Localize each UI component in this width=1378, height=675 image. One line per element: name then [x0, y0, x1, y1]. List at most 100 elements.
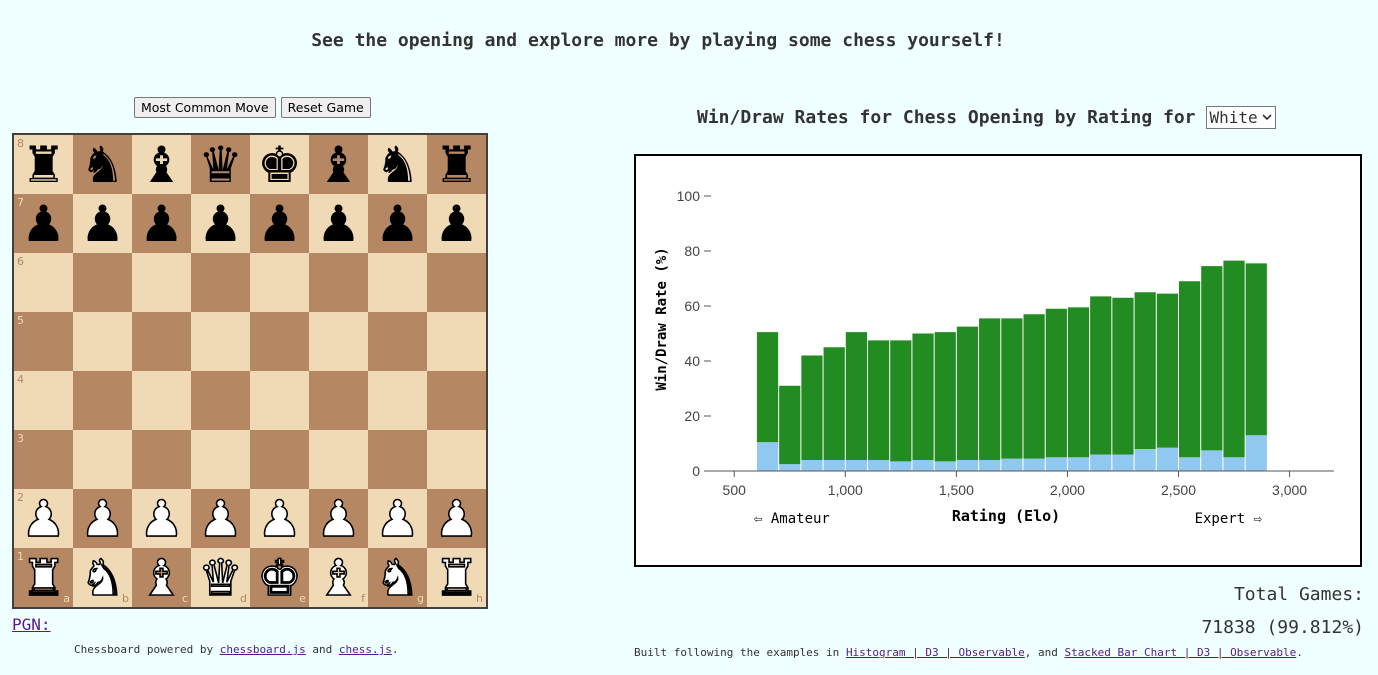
chessboard[interactable]: ♜ 8 ♞ ♝ ♛ ♚ ♝ ♞ ♜ ♟ 7 ♟ ♟ ♟ ♟ ♟ ♟ ♟ 6 5 4 3 ♟ 2 ♟ ♟ ♟ ♟ ♟ ♟ ♟ ♜ 1 a ♞ b ♝ c ♛ d… [12, 133, 488, 609]
square-f8[interactable]: ♝ [309, 135, 368, 194]
square-f2[interactable]: ♟ [309, 489, 368, 548]
square-b7[interactable]: ♟ [73, 194, 132, 253]
white-pawn-icon[interactable]: ♟ [79, 489, 125, 548]
square-f3[interactable] [309, 430, 368, 489]
square-e8[interactable]: ♚ [250, 135, 309, 194]
square-e6[interactable] [250, 253, 309, 312]
square-g5[interactable] [368, 312, 427, 371]
square-b5[interactable] [73, 312, 132, 371]
square-a1[interactable]: ♜ 1 a [14, 548, 73, 607]
square-g8[interactable]: ♞ [368, 135, 427, 194]
square-a5[interactable]: 5 [14, 312, 73, 371]
square-d5[interactable] [191, 312, 250, 371]
square-e7[interactable]: ♟ [250, 194, 309, 253]
square-d3[interactable] [191, 430, 250, 489]
white-rook-icon[interactable]: ♜ [433, 548, 479, 607]
black-pawn-icon[interactable]: ♟ [80, 194, 125, 253]
square-c2[interactable]: ♟ [132, 489, 191, 548]
square-h7[interactable]: ♟ [427, 194, 486, 253]
square-c6[interactable] [132, 253, 191, 312]
square-a2[interactable]: ♟ 2 [14, 489, 73, 548]
square-h2[interactable]: ♟ [427, 489, 486, 548]
square-d1[interactable]: ♛ d [191, 548, 250, 607]
side-select[interactable]: White [1205, 106, 1276, 129]
square-f1[interactable]: ♝ f [309, 548, 368, 607]
black-rook-icon[interactable]: ♜ [434, 135, 479, 194]
square-e3[interactable] [250, 430, 309, 489]
square-g7[interactable]: ♟ [368, 194, 427, 253]
black-knight-icon[interactable]: ♞ [80, 135, 125, 194]
most-common-move-button[interactable]: Most Common Move [134, 97, 276, 118]
square-h1[interactable]: ♜ h [427, 548, 486, 607]
white-bishop-icon[interactable]: ♝ [315, 548, 361, 607]
square-b4[interactable] [73, 371, 132, 430]
square-c8[interactable]: ♝ [132, 135, 191, 194]
square-e2[interactable]: ♟ [250, 489, 309, 548]
white-king-icon[interactable]: ♚ [256, 548, 302, 607]
square-g3[interactable] [368, 430, 427, 489]
square-f5[interactable] [309, 312, 368, 371]
black-pawn-icon[interactable]: ♟ [434, 194, 479, 253]
black-pawn-icon[interactable]: ♟ [198, 194, 243, 253]
square-f7[interactable]: ♟ [309, 194, 368, 253]
histogram-link[interactable]: Histogram | D3 | Observable [845, 646, 1025, 659]
square-d4[interactable] [191, 371, 250, 430]
white-knight-icon[interactable]: ♞ [374, 548, 420, 607]
square-h8[interactable]: ♜ [427, 135, 486, 194]
pgn-link[interactable]: PGN: [12, 615, 51, 634]
square-a4[interactable]: 4 [14, 371, 73, 430]
square-b1[interactable]: ♞ b [73, 548, 132, 607]
white-pawn-icon[interactable]: ♟ [315, 489, 361, 548]
white-pawn-icon[interactable]: ♟ [20, 489, 66, 548]
square-b3[interactable] [73, 430, 132, 489]
white-bishop-icon[interactable]: ♝ [138, 548, 184, 607]
square-c7[interactable]: ♟ [132, 194, 191, 253]
square-f4[interactable] [309, 371, 368, 430]
square-g2[interactable]: ♟ [368, 489, 427, 548]
chessboardjs-link[interactable]: chessboard.js [219, 643, 306, 656]
white-rook-icon[interactable]: ♜ [20, 548, 66, 607]
black-bishop-icon[interactable]: ♝ [316, 135, 361, 194]
black-pawn-icon[interactable]: ♟ [316, 194, 361, 253]
white-pawn-icon[interactable]: ♟ [433, 489, 479, 548]
reset-game-button[interactable]: Reset Game [280, 97, 371, 118]
square-d6[interactable] [191, 253, 250, 312]
square-g4[interactable] [368, 371, 427, 430]
square-c5[interactable] [132, 312, 191, 371]
black-pawn-icon[interactable]: ♟ [139, 194, 184, 253]
square-b8[interactable]: ♞ [73, 135, 132, 194]
square-h5[interactable] [427, 312, 486, 371]
square-a3[interactable]: 3 [14, 430, 73, 489]
square-e5[interactable] [250, 312, 309, 371]
white-knight-icon[interactable]: ♞ [79, 548, 125, 607]
white-queen-icon[interactable]: ♛ [197, 548, 243, 607]
white-pawn-icon[interactable]: ♟ [374, 489, 420, 548]
stacked-bar-link[interactable]: Stacked Bar Chart | D3 | Observable [1064, 646, 1297, 659]
square-h4[interactable] [427, 371, 486, 430]
square-h3[interactable] [427, 430, 486, 489]
black-king-icon[interactable]: ♚ [257, 135, 302, 194]
square-c3[interactable] [132, 430, 191, 489]
square-g1[interactable]: ♞ g [368, 548, 427, 607]
square-e1[interactable]: ♚ e [250, 548, 309, 607]
square-d7[interactable]: ♟ [191, 194, 250, 253]
black-pawn-icon[interactable]: ♟ [375, 194, 420, 253]
black-queen-icon[interactable]: ♛ [198, 135, 243, 194]
square-c4[interactable] [132, 371, 191, 430]
square-a6[interactable]: 6 [14, 253, 73, 312]
square-a7[interactable]: ♟ 7 [14, 194, 73, 253]
square-d8[interactable]: ♛ [191, 135, 250, 194]
chessjs-link[interactable]: chess.js [338, 643, 392, 656]
square-f6[interactable] [309, 253, 368, 312]
square-b6[interactable] [73, 253, 132, 312]
white-pawn-icon[interactable]: ♟ [138, 489, 184, 548]
white-pawn-icon[interactable]: ♟ [197, 489, 243, 548]
black-pawn-icon[interactable]: ♟ [257, 194, 302, 253]
square-a8[interactable]: ♜ 8 [14, 135, 73, 194]
white-pawn-icon[interactable]: ♟ [256, 489, 302, 548]
black-knight-icon[interactable]: ♞ [375, 135, 420, 194]
square-e4[interactable] [250, 371, 309, 430]
square-b2[interactable]: ♟ [73, 489, 132, 548]
black-rook-icon[interactable]: ♜ [21, 135, 66, 194]
square-g6[interactable] [368, 253, 427, 312]
